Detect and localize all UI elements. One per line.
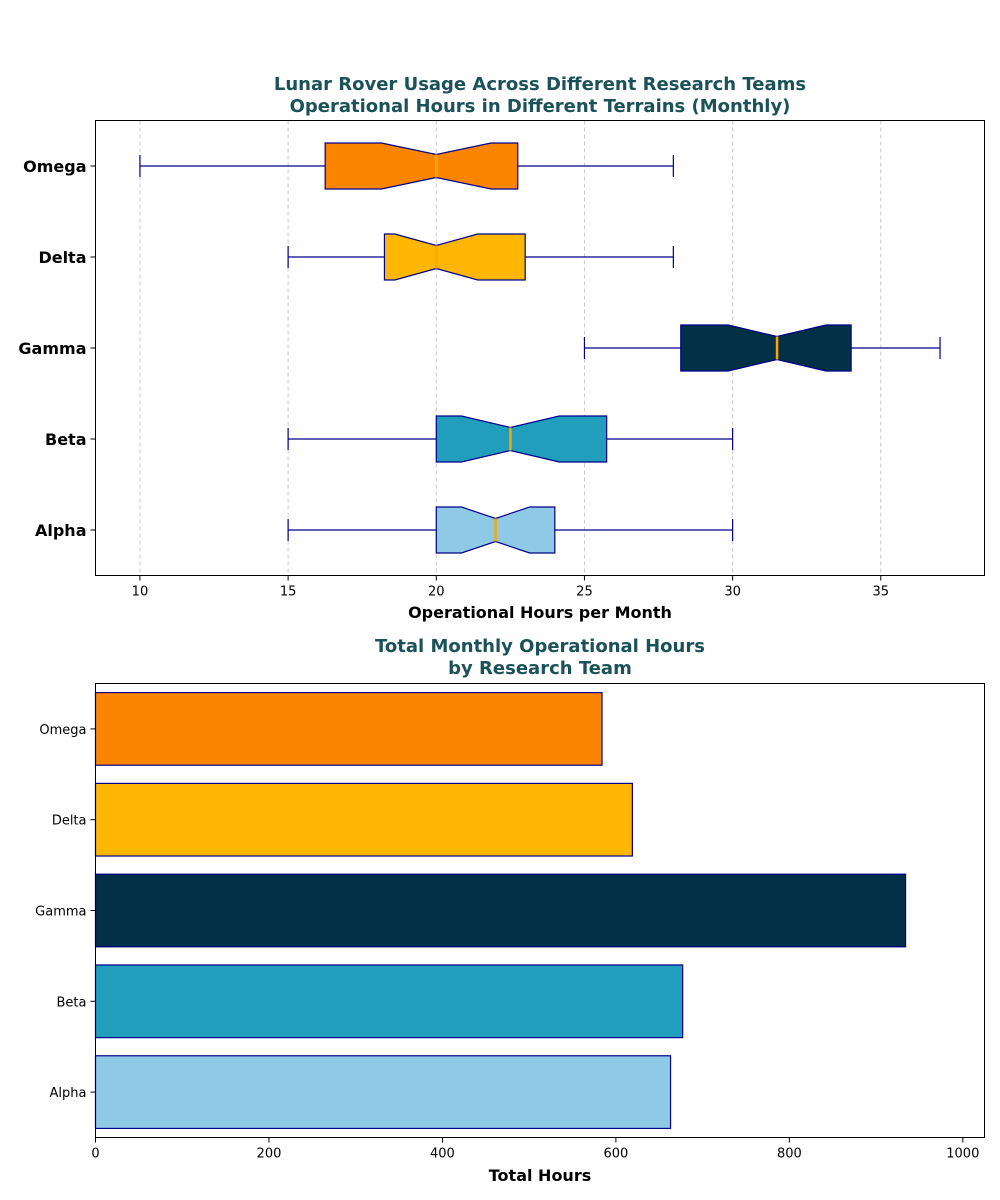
bar-delta <box>94 782 633 857</box>
boxplot-chart: Lunar Rover Usage Across Different Resea… <box>18 74 985 622</box>
boxplot-y-tick-label: Beta <box>45 430 87 449</box>
box-omega <box>139 142 674 190</box>
boxplot-x-tick-label: 20 <box>428 585 445 600</box>
box-body <box>383 233 526 281</box>
bar-marks <box>94 691 907 1130</box>
boxplot-subtitle: Operational Hours in Different Terrains … <box>290 96 791 117</box>
bar-subtitle: by Research Team <box>448 658 632 679</box>
box-delta <box>287 233 674 281</box>
boxplot-x-tick-label: 30 <box>724 585 741 600</box>
bar-gamma <box>94 873 907 948</box>
bar-x-tick-label: 400 <box>430 1147 455 1162</box>
bar-x-ticks: 0 200 400 600 800 1000 <box>91 1137 979 1162</box>
boxplot-marks <box>139 142 941 554</box>
boxplot-y-tick-label: Gamma <box>18 339 86 358</box>
boxplot-y-tick-label: Alpha <box>35 521 87 540</box>
bar-x-tick-label: 800 <box>777 1147 802 1162</box>
bar-beta <box>94 964 684 1039</box>
bar-y-tick-label: Omega <box>39 723 86 738</box>
bar-y-ticks: Alpha Beta Gamma Delta Omega <box>35 723 96 1101</box>
box-gamma <box>583 324 941 372</box>
bar-y-tick-label: Gamma <box>35 905 86 920</box>
box-body <box>324 142 519 190</box>
boxplot-x-tick-label: 15 <box>280 585 297 600</box>
bar-x-tick-label: 600 <box>603 1147 628 1162</box>
boxplot-x-tick-label: 25 <box>576 585 593 600</box>
bar-omega <box>94 691 603 766</box>
box-alpha <box>287 506 734 554</box>
box-body <box>435 415 608 463</box>
bar-x-axis-label: Total Hours <box>489 1166 591 1185</box>
boxplot-x-tick-label: 10 <box>132 585 149 600</box>
boxplot-y-ticks: Alpha Beta Gamma Delta Omega <box>18 157 96 540</box>
boxplot-y-tick-label: Delta <box>38 248 86 267</box>
bar-y-tick-label: Beta <box>57 995 87 1010</box>
bar-chart: Total Monthly Operational Hours by Resea… <box>35 636 985 1185</box>
bar-title: Total Monthly Operational Hours <box>375 636 705 657</box>
box-beta <box>287 415 734 463</box>
boxplot-x-tick-label: 35 <box>873 585 890 600</box>
boxplot-y-tick-label: Omega <box>23 157 86 176</box>
bar-y-tick-label: Alpha <box>50 1086 87 1101</box>
bar-x-tick-label: 0 <box>91 1147 99 1162</box>
bar-alpha <box>94 1055 672 1130</box>
box-body <box>680 324 852 372</box>
bar-x-tick-label: 1000 <box>946 1147 979 1162</box>
bar-y-tick-label: Delta <box>52 814 87 829</box>
bar-x-tick-label: 200 <box>257 1147 282 1162</box>
boxplot-x-axis-label: Operational Hours per Month <box>408 603 672 622</box>
boxplot-x-ticks: 10 15 20 25 30 35 <box>132 575 890 600</box>
boxplot-title: Lunar Rover Usage Across Different Resea… <box>274 74 806 95</box>
